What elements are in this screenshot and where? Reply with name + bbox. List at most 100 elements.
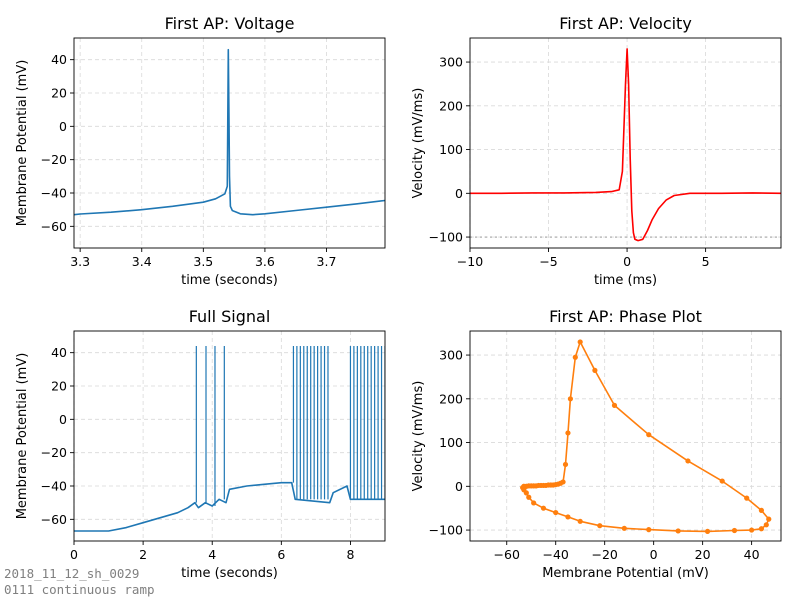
x-tick-label: 6 bbox=[277, 547, 285, 562]
y-tick-label: −20 bbox=[41, 152, 67, 167]
x-axis-label: time (seconds) bbox=[181, 566, 278, 581]
data-point bbox=[565, 430, 571, 436]
y-tick-label: 100 bbox=[439, 142, 463, 157]
data-point bbox=[685, 458, 691, 464]
x-tick-label: 3.6 bbox=[255, 254, 275, 269]
y-tick-label: 0 bbox=[59, 119, 67, 134]
data-point bbox=[577, 518, 583, 524]
data-point bbox=[526, 494, 532, 500]
x-tick-label: −10 bbox=[457, 254, 483, 269]
y-tick-label: 0 bbox=[59, 412, 67, 427]
x-tick-label: −60 bbox=[494, 547, 520, 562]
data-point bbox=[611, 402, 618, 408]
data-point bbox=[758, 526, 765, 532]
series-line bbox=[470, 48, 781, 242]
data-point bbox=[560, 479, 566, 485]
series-line bbox=[74, 481, 385, 532]
x-tick-label: −40 bbox=[543, 547, 569, 562]
chart-title: First AP: Velocity bbox=[559, 14, 692, 33]
y-tick-label: 200 bbox=[439, 391, 463, 406]
chart-title: First AP: Phase Plot bbox=[549, 307, 702, 326]
y-tick-label: 200 bbox=[439, 98, 463, 113]
x-tick-label: 0 bbox=[623, 254, 631, 269]
x-tick-label: −5 bbox=[539, 254, 557, 269]
axes-frame bbox=[73, 330, 386, 542]
x-tick-label: 0 bbox=[70, 547, 78, 562]
data-point bbox=[523, 483, 529, 489]
y-tick-label: 300 bbox=[439, 55, 463, 70]
y-tick-label: −100 bbox=[429, 230, 463, 245]
x-tick-label: 3.3 bbox=[70, 254, 90, 269]
chart-title: First AP: Voltage bbox=[165, 14, 295, 33]
series-line bbox=[74, 48, 385, 216]
data-point bbox=[763, 522, 769, 528]
chart-velocity: −10 −5 0 5 −100 0 100 200 300 First AP: Velocity t… bbox=[411, 14, 782, 288]
x-axis-label: time (seconds) bbox=[181, 273, 278, 288]
footnote-line-2: 0111 continuous ramp bbox=[4, 582, 155, 597]
data-point bbox=[562, 461, 569, 468]
y-axis-label: Velocity (mV/ms) bbox=[411, 381, 426, 492]
y-axis-label: Membrane Potential (mV) bbox=[15, 353, 30, 520]
x-axis-label: Membrane Potential (mV) bbox=[542, 566, 709, 581]
x-tick-label: 3.7 bbox=[317, 254, 337, 269]
y-tick-label: −20 bbox=[41, 445, 67, 460]
x-tick-label: 3.5 bbox=[193, 254, 213, 269]
x-tick-label: 8 bbox=[346, 547, 354, 562]
y-tick-label: −40 bbox=[41, 479, 67, 494]
data-point bbox=[646, 432, 652, 438]
chart-full-signal: 0 2 4 6 8 −60 −40 −20 0 20 40 Full Signal time (seco… bbox=[15, 307, 386, 581]
series-line bbox=[521, 341, 770, 533]
data-point bbox=[592, 367, 598, 373]
plot-area bbox=[74, 48, 385, 216]
chart-voltage: 3.3 3.4 3.5 3.6 3.7 −60 −40 −20 0 20 40 First AP: V… bbox=[15, 14, 386, 288]
y-tick-label: −100 bbox=[429, 523, 463, 538]
y-tick-label: 20 bbox=[51, 379, 67, 394]
data-point bbox=[731, 527, 738, 534]
axes-frame bbox=[469, 37, 782, 249]
data-point bbox=[572, 354, 578, 360]
data-point bbox=[577, 339, 583, 345]
y-tick-label: −60 bbox=[41, 219, 67, 234]
x-tick-label: 2 bbox=[139, 547, 147, 562]
data-point bbox=[758, 507, 765, 513]
y-tick-label: 20 bbox=[51, 86, 67, 101]
data-point bbox=[749, 527, 755, 533]
data-point bbox=[567, 396, 574, 402]
y-tick-label: −60 bbox=[41, 512, 67, 527]
y-tick-label: −40 bbox=[41, 186, 67, 201]
data-point bbox=[540, 505, 547, 511]
y-axis-label: Velocity (mV/ms) bbox=[411, 88, 426, 199]
plot-area bbox=[520, 339, 772, 534]
x-tick-label: 0 bbox=[650, 547, 658, 562]
y-tick-label: 100 bbox=[439, 435, 463, 450]
y-axis-label: Membrane Potential (mV) bbox=[15, 60, 30, 227]
axes-frame bbox=[469, 330, 782, 542]
plot-area bbox=[470, 48, 781, 242]
x-axis-label: time (ms) bbox=[594, 273, 657, 288]
plot-area bbox=[74, 346, 385, 532]
data-point bbox=[675, 528, 681, 534]
data-point bbox=[766, 516, 772, 522]
data-point bbox=[621, 525, 627, 531]
y-tick-label: 300 bbox=[439, 348, 463, 363]
data-point bbox=[719, 478, 725, 484]
x-tick-label: 4 bbox=[208, 547, 216, 562]
axes-frame bbox=[73, 37, 386, 249]
y-tick-label: 40 bbox=[51, 345, 67, 360]
chart-title: Full Signal bbox=[189, 307, 271, 326]
data-point bbox=[704, 528, 711, 534]
x-tick-label: −20 bbox=[591, 547, 617, 562]
data-point bbox=[531, 500, 537, 506]
y-tick-label: 40 bbox=[51, 52, 67, 67]
data-point bbox=[565, 514, 571, 520]
data-point bbox=[744, 495, 750, 501]
y-tick-label: 0 bbox=[455, 186, 463, 201]
x-tick-label: 20 bbox=[695, 547, 711, 562]
chart-phase: −60 −40 −20 0 20 40 −100 0 100 200 300 First AP: Ph… bbox=[411, 307, 782, 581]
x-tick-label: 40 bbox=[744, 547, 760, 562]
data-point bbox=[597, 523, 603, 529]
data-point bbox=[553, 509, 559, 516]
x-tick-label: 3.4 bbox=[132, 254, 152, 269]
data-point bbox=[646, 527, 652, 533]
